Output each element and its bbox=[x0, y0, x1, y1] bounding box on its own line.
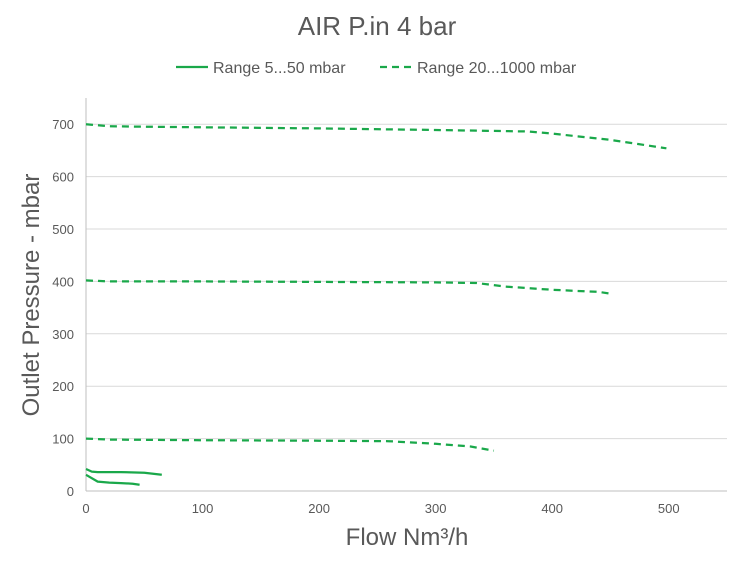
legend-label-1: Range 5...50 mbar bbox=[213, 60, 346, 77]
y-tick-label: 200 bbox=[52, 379, 74, 394]
y-tick-labels: 0 100 200 300 400 500 600 700 bbox=[52, 117, 74, 499]
x-tick-label: 300 bbox=[425, 501, 447, 516]
x-tick-labels: 0 100 200 300 400 500 bbox=[82, 501, 679, 516]
series-line-5 bbox=[85, 123, 667, 150]
y-tick-label: 400 bbox=[52, 274, 74, 289]
legend-label-2: Range 20...1000 mbar bbox=[417, 60, 577, 77]
series-line-1 bbox=[85, 467, 162, 476]
x-tick-label: 500 bbox=[658, 501, 680, 516]
series-line-3 bbox=[85, 437, 495, 452]
x-axis-label: Flow Nm³/h bbox=[346, 524, 469, 551]
y-tick-label: 500 bbox=[52, 222, 74, 237]
y-axis-label: Outlet Pressure - mbar bbox=[18, 174, 45, 417]
x-tick-label: 200 bbox=[308, 501, 330, 516]
axes bbox=[85, 98, 727, 492]
legend: Range 5...50 mbar Range 20...1000 mbar bbox=[176, 60, 577, 77]
gridlines bbox=[86, 123, 727, 440]
x-tick-label: 400 bbox=[541, 501, 563, 516]
x-tick-label: 0 bbox=[82, 501, 89, 516]
series-line-2 bbox=[85, 473, 140, 486]
series-lines bbox=[85, 123, 667, 486]
chart-title: AIR P.in 4 bar bbox=[298, 11, 457, 41]
x-tick-label: 100 bbox=[192, 501, 214, 516]
y-tick-label: 100 bbox=[52, 432, 74, 447]
y-tick-label: 700 bbox=[52, 117, 74, 132]
y-tick-label: 600 bbox=[52, 170, 74, 185]
y-tick-label: 300 bbox=[52, 327, 74, 342]
series-line-4 bbox=[85, 279, 613, 296]
y-tick-label: 0 bbox=[67, 484, 74, 499]
